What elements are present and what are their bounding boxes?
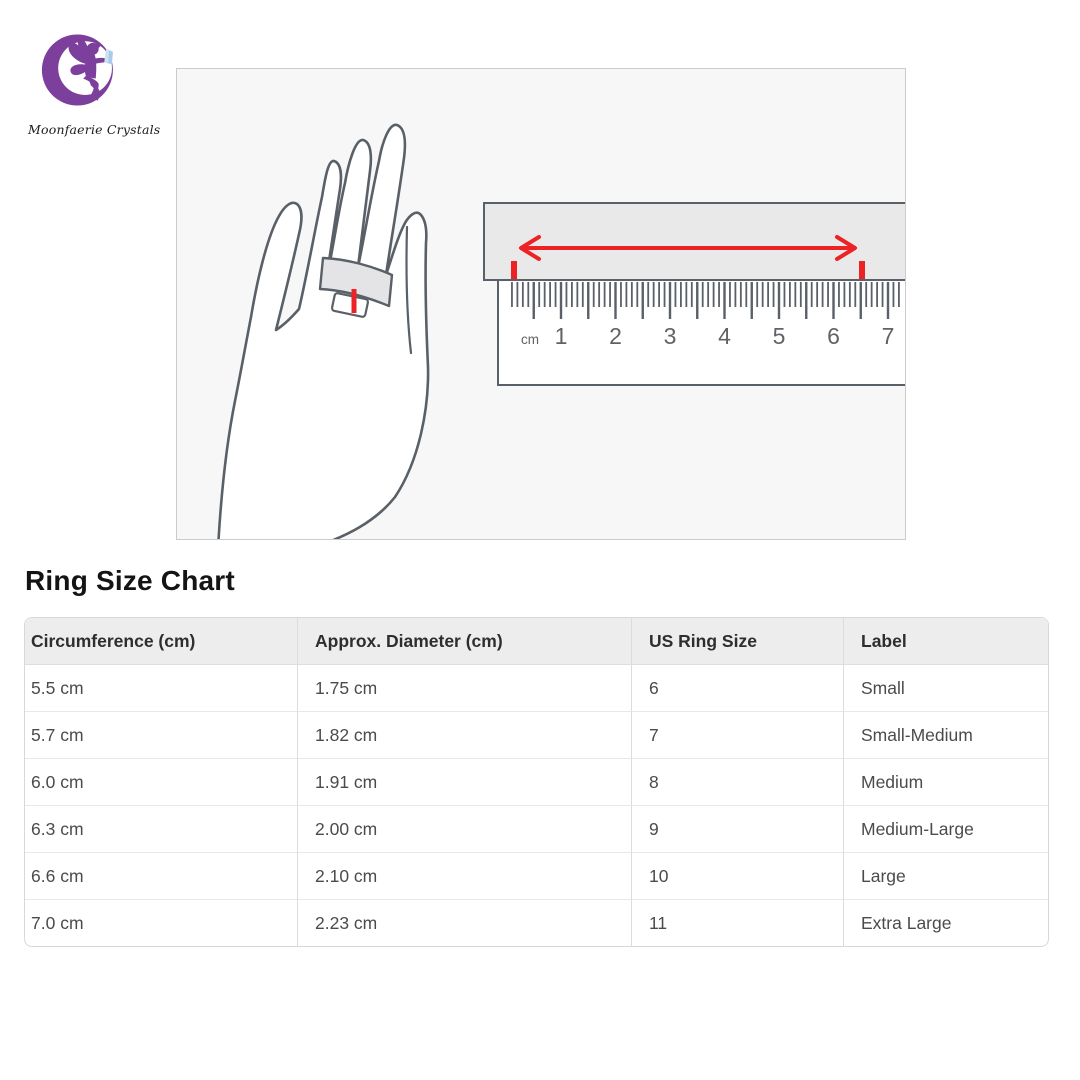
table-cell: 6.3 cm [25,806,297,853]
measure-arrow-icon [519,235,857,261]
table-cell: 6.6 cm [25,853,297,900]
col-header-label: Label [843,618,1048,665]
table-row: 6.6 cm 2.10 cm 10 Large [25,853,1048,900]
crystal-icon [104,48,113,65]
table-cell: 1.75 cm [297,665,631,712]
table-row: 5.5 cm 1.75 cm 6 Small [25,665,1048,712]
table-row: 7.0 cm 2.23 cm 11 Extra Large [25,900,1048,946]
table-row: 5.7 cm 1.82 cm 7 Small-Medium [25,712,1048,759]
table-cell: Small [843,665,1048,712]
table-row: 6.0 cm 1.91 cm 8 Medium [25,759,1048,806]
table-cell: 7 [631,712,843,759]
table-cell: Large [843,853,1048,900]
table-cell: 7.0 cm [31,912,84,933]
table-cell: Medium [843,759,1048,806]
hand-illustration [217,123,430,539]
moon-fairy-logo-icon [41,34,113,106]
fairy-silhouette [68,38,107,101]
table-cell: 9 [631,806,843,853]
ruler-ticks [511,282,900,319]
table-cell: 5.5 cm [25,665,297,712]
page-title: Ring Size Chart [25,565,235,596]
ruler-number: 4 [718,323,731,349]
brand-name: Moonfaerie Crystals [28,122,161,137]
table-row: 6.3 cm 2.00 cm 9 Medium-Large [25,806,1048,853]
col-header-us-ring-size: US Ring Size [631,618,843,665]
table-cell: Extra Large [843,900,1048,946]
table-cell: 6.0 cm [25,759,297,806]
col-header-circumference: Circumference (cm) [25,618,297,665]
ruler-number: 3 [664,323,677,349]
table-cell: 1.82 cm [297,712,631,759]
crescent-moon-icon [41,34,113,106]
ruler-unit-label: cm [521,332,539,347]
ruler-numbers: 1 2 3 4 5 6 7 [555,323,895,349]
table-cell: 6 [631,665,843,712]
ruler: cm 1 2 3 4 5 6 7 [497,279,905,386]
ring-size-table: Circumference (cm) Approx. Diameter (cm)… [24,617,1049,947]
ring-sizer-band [318,256,394,318]
table-cell: 11 [631,900,843,946]
ruler-number: 6 [827,323,840,349]
ruler-number: 2 [609,323,622,349]
ruler-number: 7 [882,323,895,349]
table-cell: 5.7 cm [25,712,297,759]
ruler-number: 5 [773,323,786,349]
measurement-illustration-panel: cm 1 2 3 4 5 6 7 [176,68,906,540]
table-cell: 2.10 cm [297,853,631,900]
table-cell: 2.23 cm [297,900,631,946]
paper-strip [483,202,905,281]
table-cell: 8 [631,759,843,806]
ruler-number: 1 [555,323,568,349]
table-cell: 10 [631,853,843,900]
ring-size-table-body: 5.5 cm 1.75 cm 6 Small 5.7 cm 1.82 cm 7 Small-M… [25,665,1048,946]
table-cell: Medium-Large [843,806,1048,853]
brand-logo: Moonfaerie Crystals [28,20,161,137]
table-cell: Small-Medium [843,712,1048,759]
col-header-diameter: Approx. Diameter (cm) [297,618,631,665]
measurement-illustration: cm 1 2 3 4 5 6 7 [217,123,905,539]
table-cell: 1.91 cm [297,759,631,806]
table-cell: 2.00 cm [297,806,631,853]
table-header-row: Circumference (cm) Approx. Diameter (cm)… [25,618,1048,665]
